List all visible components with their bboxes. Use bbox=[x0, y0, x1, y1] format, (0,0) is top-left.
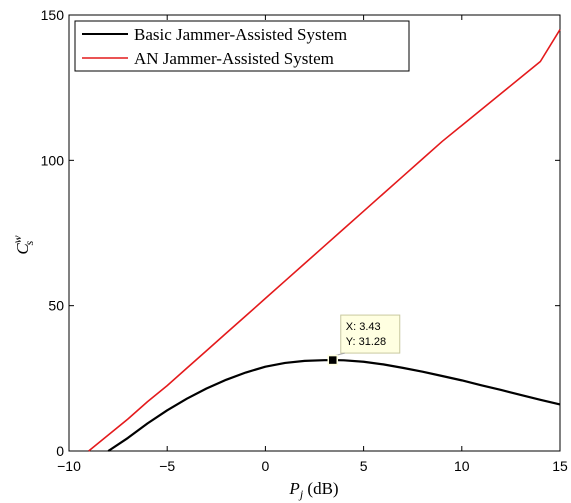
y-axis-label: Cws bbox=[10, 235, 36, 254]
legend-label-an: AN Jammer-Assisted System bbox=[134, 49, 334, 68]
datatip[interactable]: X: 3.43 Y: 31.28 bbox=[327, 314, 401, 366]
series-line-an bbox=[88, 29, 561, 452]
y-tick-label: 50 bbox=[48, 298, 64, 314]
x-tick-label: 5 bbox=[360, 458, 368, 474]
y-tick-label: 0 bbox=[56, 443, 64, 459]
legend-box bbox=[74, 20, 410, 72]
x-tick-label: 15 bbox=[552, 458, 568, 474]
y-tick-label: 150 bbox=[41, 7, 65, 23]
plot-area bbox=[68, 14, 561, 452]
y-tick-label: 100 bbox=[41, 152, 65, 168]
legend-label-basic: Basic Jammer-Assisted System bbox=[134, 25, 347, 44]
x-axis-label: Pj (dB) bbox=[288, 479, 338, 501]
x-tick-label: −5 bbox=[159, 458, 175, 474]
datatip-y: Y: 31.28 bbox=[346, 336, 386, 348]
datatip-box bbox=[340, 314, 401, 354]
datatip-x: X: 3.43 bbox=[346, 321, 381, 333]
legend: Basic Jammer-Assisted System AN Jammer-A… bbox=[74, 20, 410, 72]
x-tick-label: 10 bbox=[454, 458, 470, 474]
x-tick-label: −10 bbox=[57, 458, 81, 474]
x-tick-label: 0 bbox=[262, 458, 270, 474]
datatip-marker[interactable] bbox=[327, 354, 339, 366]
